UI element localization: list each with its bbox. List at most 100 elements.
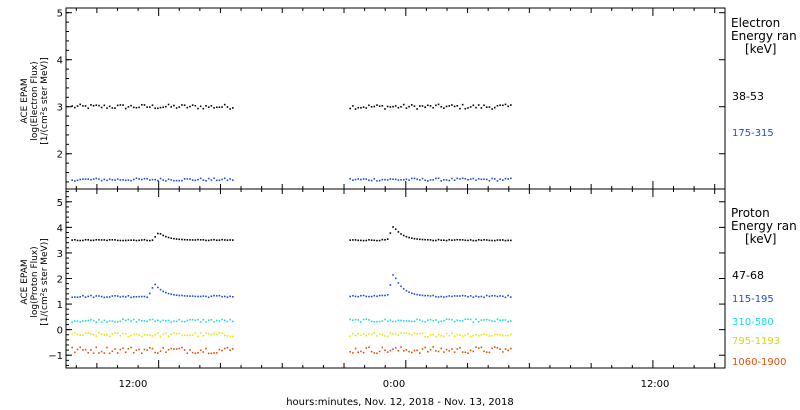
data-point-795-1193 <box>119 334 122 337</box>
data-point-795-1193 <box>469 335 472 338</box>
data-point-1060-1900 <box>229 349 231 351</box>
data-point-1060-1900 <box>459 346 461 349</box>
data-point-38-53 <box>162 106 165 109</box>
data-point-1060-1900 <box>456 348 459 350</box>
data-point-175-315 <box>493 178 496 180</box>
data-point-175-315 <box>485 178 488 181</box>
data-point-1060-1900 <box>181 346 183 349</box>
data-point-115-195 <box>76 296 79 299</box>
data-point-310-580 <box>360 321 362 323</box>
data-point-310-580 <box>119 320 122 323</box>
data-point-795-1193 <box>154 333 156 336</box>
electron-legend-title-3: [keV] <box>745 42 776 56</box>
data-point-1060-1900 <box>119 348 122 351</box>
y-tick-label-4: 4 <box>57 56 63 67</box>
data-point-115-195 <box>173 294 175 296</box>
data-point-310-580 <box>207 319 210 321</box>
electron-ylabel-line-3: [1/(cm²s ster MeV)] <box>40 57 50 144</box>
data-point-38-53 <box>437 103 440 106</box>
data-point-1060-1900 <box>370 350 373 353</box>
data-point-38-53 <box>223 103 226 106</box>
data-point-175-315 <box>100 179 103 182</box>
data-point-175-315 <box>84 178 87 180</box>
data-point-795-1193 <box>132 333 135 336</box>
data-point-38-53 <box>124 107 127 110</box>
data-point-38-53 <box>440 105 443 108</box>
data-point-175-315 <box>119 179 122 181</box>
data-point-310-580 <box>175 320 178 323</box>
data-point-310-580 <box>467 318 469 321</box>
data-point-795-1193 <box>151 335 154 337</box>
data-point-47-68 <box>472 239 475 242</box>
data-point-115-195 <box>475 295 477 297</box>
data-point-115-195 <box>106 296 108 298</box>
data-point-795-1193 <box>475 334 477 336</box>
data-point-115-195 <box>191 295 194 297</box>
data-point-115-195 <box>149 292 151 295</box>
data-point-175-315 <box>71 179 73 181</box>
data-point-1060-1900 <box>445 348 448 351</box>
data-point-115-195 <box>221 295 223 298</box>
data-point-1060-1900 <box>71 346 73 349</box>
data-point-795-1193 <box>394 332 397 335</box>
data-point-47-68 <box>419 238 421 241</box>
data-point-47-68 <box>189 239 191 241</box>
data-point-1060-1900 <box>467 352 469 354</box>
data-point-115-195 <box>183 295 186 297</box>
data-point-795-1193 <box>170 333 173 335</box>
data-point-115-195 <box>352 294 354 297</box>
data-point-795-1193 <box>464 334 467 336</box>
data-point-175-315 <box>189 178 191 180</box>
data-point-47-68 <box>362 239 365 242</box>
electron-x-axis <box>75 8 716 189</box>
data-point-47-68 <box>469 239 472 241</box>
data-point-310-580 <box>504 319 507 321</box>
data-point-795-1193 <box>370 333 373 336</box>
data-point-175-315 <box>408 179 410 181</box>
data-point-38-53 <box>469 106 472 108</box>
data-point-1060-1900 <box>421 348 424 350</box>
data-point-795-1193 <box>402 332 405 335</box>
data-point-175-315 <box>416 178 418 181</box>
data-point-38-53 <box>213 107 215 109</box>
data-point-47-68 <box>440 239 443 242</box>
data-point-1060-1900 <box>402 349 405 352</box>
data-point-115-195 <box>95 295 98 297</box>
data-point-38-53 <box>76 105 79 107</box>
data-point-115-195 <box>416 293 418 296</box>
data-point-175-315 <box>127 179 130 181</box>
data-point-115-195 <box>229 295 231 298</box>
data-point-310-580 <box>167 319 170 322</box>
data-point-38-53 <box>205 105 207 107</box>
data-point-795-1193 <box>427 335 429 338</box>
data-point-115-195 <box>223 295 226 298</box>
data-point-310-580 <box>501 319 504 321</box>
data-point-175-315 <box>443 179 445 181</box>
data-point-795-1193 <box>408 333 410 335</box>
data-point-47-68 <box>510 239 512 242</box>
data-point-175-315 <box>435 177 437 180</box>
data-point-175-315 <box>157 179 159 182</box>
data-point-1060-1900 <box>116 352 119 354</box>
data-point-310-580 <box>197 318 199 321</box>
data-point-47-68 <box>437 238 440 241</box>
data-point-795-1193 <box>95 335 98 337</box>
data-point-795-1193 <box>130 334 132 337</box>
data-point-1060-1900 <box>95 346 98 349</box>
data-point-310-580 <box>162 319 165 322</box>
data-point-38-53 <box>116 104 119 107</box>
data-point-175-315 <box>373 178 376 180</box>
data-point-310-580 <box>493 320 496 323</box>
data-point-1060-1900 <box>154 351 156 354</box>
data-point-310-580 <box>106 321 108 323</box>
data-point-175-315 <box>194 179 197 182</box>
data-point-47-68 <box>223 239 226 241</box>
data-point-175-315 <box>122 179 124 181</box>
data-point-38-53 <box>456 105 459 107</box>
data-point-1060-1900 <box>424 346 426 349</box>
data-point-175-315 <box>191 179 194 181</box>
data-point-175-315 <box>349 177 351 180</box>
data-point-38-53 <box>386 105 389 108</box>
data-point-38-53 <box>384 108 386 110</box>
data-point-1060-1900 <box>392 348 394 350</box>
